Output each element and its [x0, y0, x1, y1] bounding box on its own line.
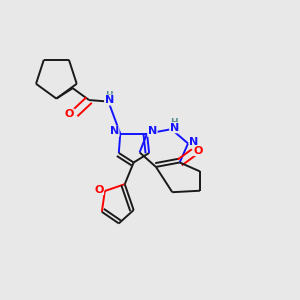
Text: O: O [94, 184, 104, 194]
Text: O: O [65, 109, 74, 119]
Text: N: N [170, 123, 179, 133]
Text: N: N [189, 137, 199, 147]
Text: H: H [171, 118, 178, 127]
Text: N: N [110, 126, 119, 136]
Text: N: N [105, 95, 114, 105]
Text: O: O [194, 146, 203, 156]
Text: N: N [148, 126, 157, 136]
Text: H: H [106, 91, 113, 100]
